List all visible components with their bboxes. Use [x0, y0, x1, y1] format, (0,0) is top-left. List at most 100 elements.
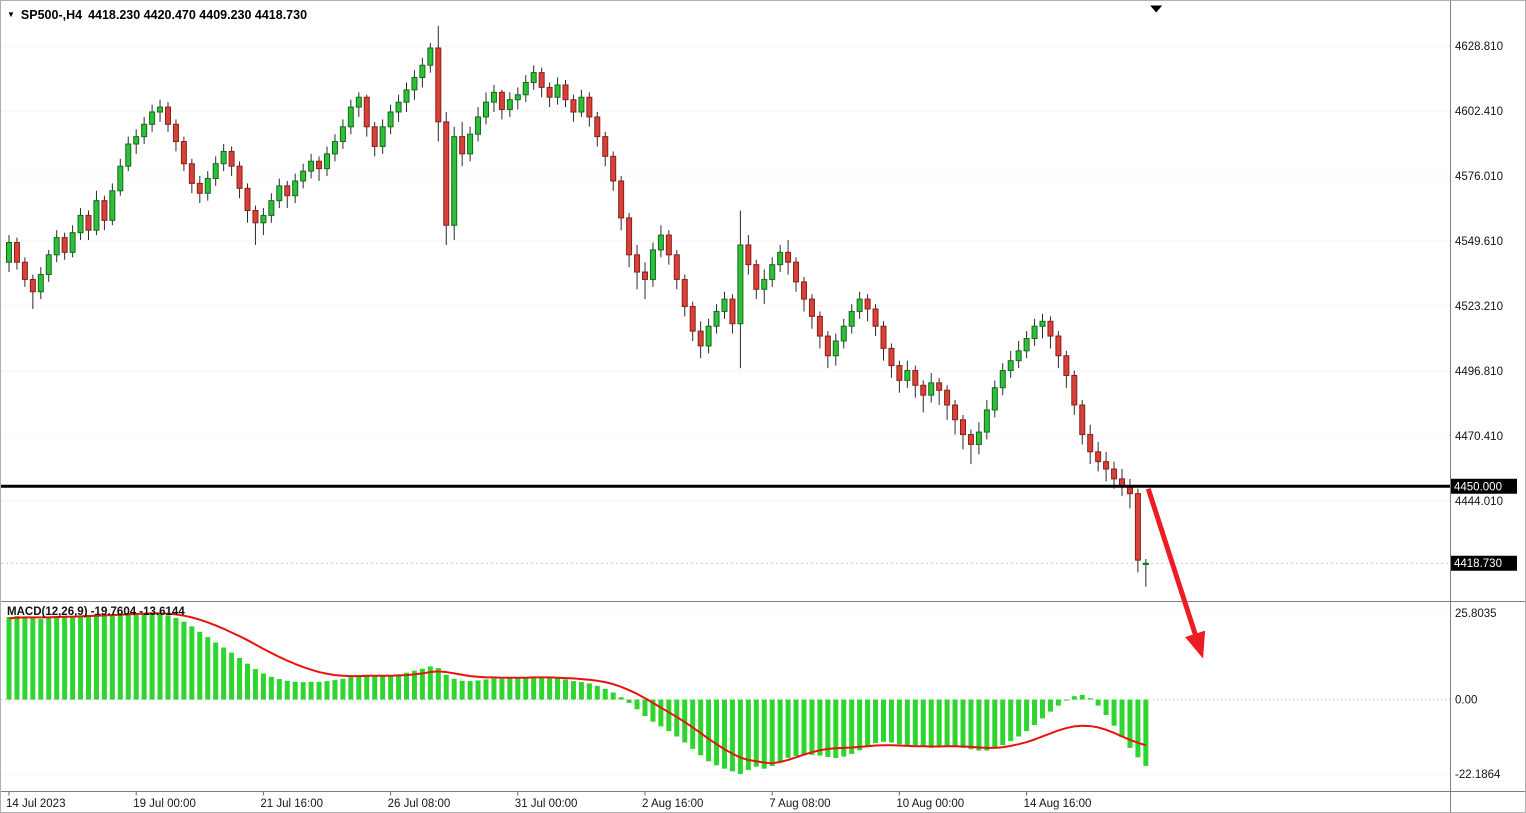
macd-bar: [650, 699, 656, 722]
candle-bear: [188, 158, 195, 194]
macd-histogram[interactable]: [6, 613, 1149, 775]
trend-arrow[interactable]: [1145, 487, 1206, 659]
macd-bar: [419, 668, 425, 700]
macd-bar: [213, 642, 219, 700]
macd-bar: [801, 699, 807, 756]
chart-shift-marker-icon[interactable]: [1150, 5, 1163, 13]
candle-bull: [93, 190, 100, 236]
macd-bar: [976, 699, 982, 751]
candle-bear: [586, 92, 593, 127]
candle-bear: [1134, 488, 1141, 573]
candle-bull: [117, 158, 124, 196]
candle-bear: [498, 89, 505, 120]
candle-bull: [276, 178, 283, 209]
time-axis-labels-text: 7 Aug 08:00: [769, 798, 830, 810]
candle-bull: [975, 422, 982, 455]
candle-bear: [316, 156, 323, 181]
candle-bear: [1071, 370, 1078, 415]
candle-bull: [1039, 313, 1046, 339]
macd-bar: [920, 699, 926, 747]
candle-bear: [236, 161, 243, 199]
macd-bar: [101, 615, 107, 700]
candle-bull: [37, 267, 44, 300]
candle-bear: [538, 67, 545, 98]
candle-bear: [180, 136, 187, 172]
macd-bar: [284, 680, 290, 700]
candle-bull: [260, 208, 267, 236]
candle-bear: [936, 377, 943, 406]
macd-bar: [1040, 699, 1045, 719]
candle-bull: [483, 92, 489, 125]
candle-bear: [689, 301, 696, 341]
macd-bar: [125, 613, 131, 700]
time-axis-labels-text: 21 Jul 16:00: [260, 798, 323, 810]
candle-bull: [220, 144, 227, 172]
candle-bull: [578, 89, 585, 117]
macd-bar: [722, 699, 727, 769]
macd-bar: [1071, 696, 1077, 700]
macd-signal-line[interactable]: [8, 612, 1147, 765]
horizontal-line-4450[interactable]: [1, 484, 1450, 488]
candle-bull: [840, 318, 847, 349]
macd-bar: [666, 699, 672, 732]
macd-bar: [109, 614, 115, 700]
candle-bear: [1079, 400, 1086, 445]
macd-bar: [30, 618, 36, 700]
arrow-head: [1185, 630, 1206, 659]
macd-bar: [507, 678, 513, 700]
macd-bar: [443, 674, 449, 700]
horizontal-line[interactable]: [1, 484, 1450, 488]
macd-bar: [268, 676, 274, 700]
candle-bear: [912, 365, 919, 398]
macd-bar: [888, 699, 894, 743]
macd-bar: [237, 657, 243, 700]
candle-bear: [29, 274, 36, 309]
candle-bear: [252, 205, 259, 245]
macd-bar: [205, 637, 211, 700]
candle-bull: [403, 82, 410, 113]
price-axis-labels-text: 4602.410: [1455, 106, 1503, 118]
price-axis-labels-text: 4549.610: [1455, 236, 1503, 248]
macd-bar: [324, 681, 330, 700]
time-axis-labels-text: 26 Jul 08:00: [388, 798, 451, 810]
candle-bear: [880, 321, 887, 361]
macd-axis-labels-text: -22.1864: [1455, 769, 1501, 781]
candlestick-series[interactable]: [6, 25, 1149, 587]
macd-bar: [54, 616, 60, 700]
time-axis-labels-text: 31 Jul 00:00: [515, 798, 578, 810]
candle-bull: [530, 65, 537, 90]
macd-bar: [260, 673, 266, 700]
macd-bar: [928, 699, 934, 748]
candle-bear: [371, 121, 378, 157]
candle-bull: [427, 43, 434, 73]
chart-expander-icon[interactable]: ▼: [7, 10, 15, 19]
candle-bull: [705, 318, 712, 354]
candle-bear: [952, 400, 959, 435]
time-axis-labels-text: 2 Aug 16:00: [642, 798, 703, 810]
macd-axis-labels-text: 25.8035: [1455, 608, 1497, 620]
macd-bar: [1135, 699, 1141, 758]
candle-bear: [1047, 316, 1054, 349]
macd-bar: [292, 681, 298, 700]
candle-bull: [109, 183, 116, 226]
macd-bar: [714, 699, 720, 766]
macd-bar: [173, 618, 179, 700]
candle-bear: [785, 240, 792, 275]
macd-bar: [252, 669, 258, 700]
macd-bar: [1119, 699, 1125, 738]
candle-bear: [363, 94, 370, 137]
macd-bar: [22, 616, 28, 700]
candle-bear: [888, 343, 895, 378]
candle-bear: [697, 321, 704, 359]
candle-bull: [77, 208, 84, 241]
time-axis[interactable]: [1, 790, 1450, 812]
macd-bar: [873, 699, 879, 744]
macd-bar: [904, 699, 910, 746]
candle-bear: [562, 80, 569, 108]
macd-bar: [1047, 699, 1053, 712]
macd-bar: [1008, 699, 1014, 742]
price-axis[interactable]: [1449, 1, 1525, 791]
candle-bull: [149, 104, 156, 132]
macd-bar: [1087, 698, 1093, 700]
